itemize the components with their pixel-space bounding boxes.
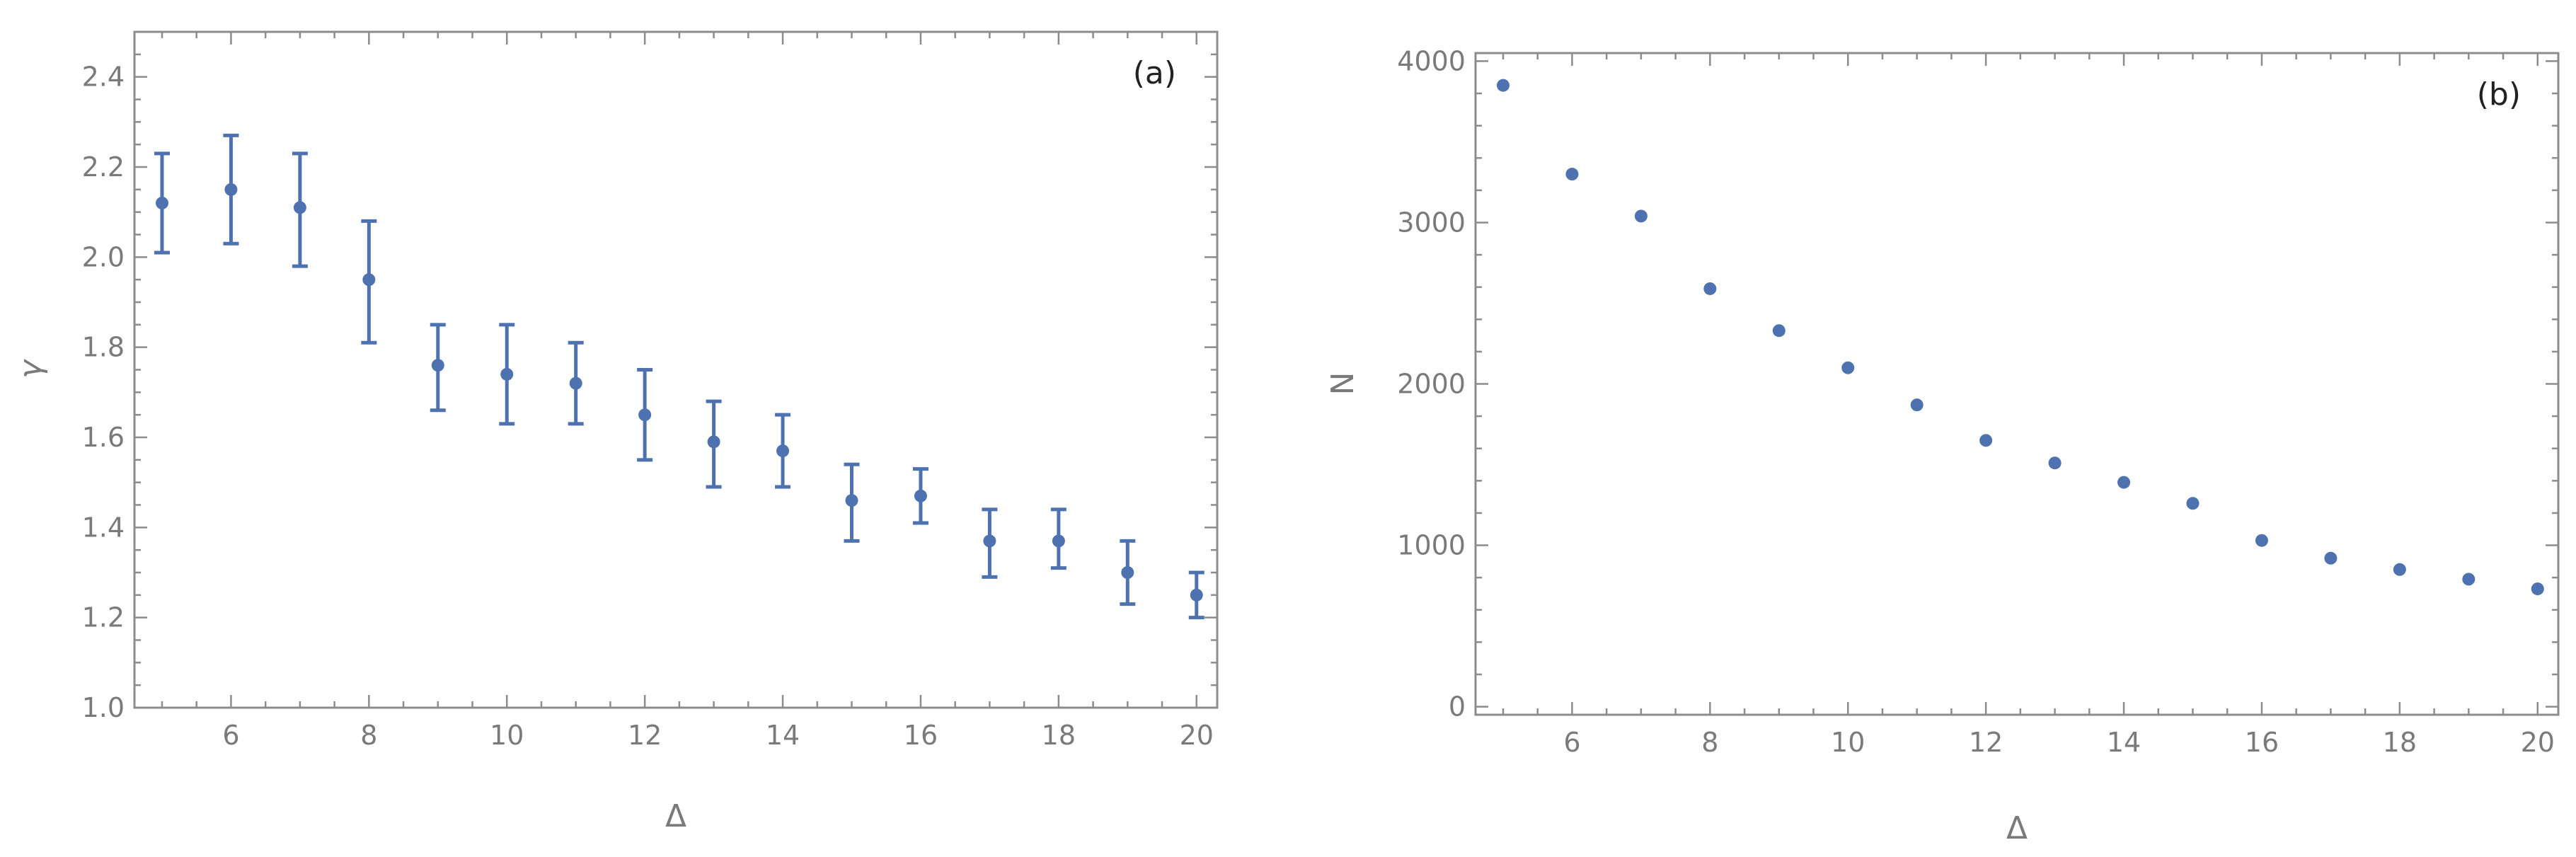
x-tick-label: 8: [360, 720, 377, 751]
x-tick-label: 10: [490, 720, 524, 751]
data-point: [2531, 582, 2544, 596]
x-tick-label: 8: [1701, 727, 1718, 758]
panel-b-y-axis-label: N: [1325, 372, 1361, 396]
data-point: [1190, 588, 1203, 602]
data-point: [1121, 566, 1134, 579]
x-tick-label: 16: [904, 720, 938, 751]
x-tick-label: 20: [2521, 727, 2555, 758]
panel-b-data-points: [1496, 79, 2544, 596]
data-point: [776, 444, 790, 458]
x-tick-label: 18: [2383, 727, 2417, 758]
panel-a-frame: [133, 30, 1219, 709]
data-point: [1496, 79, 1510, 92]
y-tick-label: 0: [1449, 691, 1466, 723]
data-point: [2186, 497, 2200, 510]
data-point: [1841, 361, 1855, 374]
x-tick-label: 20: [1180, 720, 1214, 751]
y-tick-label: 1.8: [82, 332, 125, 363]
y-tick-label: 2.2: [82, 151, 125, 183]
y-tick-label: 1.6: [82, 422, 125, 453]
panel-a-tag: (a): [1133, 55, 1176, 91]
data-point: [1634, 209, 1648, 223]
x-tick-label: 14: [2107, 727, 2141, 758]
data-point: [2393, 563, 2406, 576]
x-tick-label: 12: [1969, 727, 2003, 758]
y-tick-label: 2000: [1397, 369, 1466, 400]
panel-b-ticks: [1476, 53, 2558, 715]
data-point: [1703, 282, 1717, 295]
x-tick-label: 12: [628, 720, 662, 751]
data-point: [1052, 534, 1065, 548]
y-tick-label: 3000: [1397, 207, 1466, 238]
y-tick-label: 2.4: [82, 62, 125, 93]
y-tick-label: 2.0: [82, 241, 125, 272]
y-tick-label: 1.0: [82, 692, 125, 723]
x-tick-label: 6: [222, 720, 239, 751]
panel-b-tag: (b): [2477, 76, 2521, 113]
data-point: [2462, 573, 2476, 586]
panel-b-x-axis-label: Δ: [2006, 810, 2028, 846]
data-point: [431, 359, 444, 372]
panel-a-tick-labels: 6 8 10 12 14 16 18 20 1.0 1.2 1.4 1.6 1.8 2.0 2.2 2.4: [82, 62, 1214, 751]
data-point: [1565, 168, 1579, 181]
panel-a-y-axis-label: γ: [13, 359, 49, 379]
panel-b-frame: [1474, 52, 2560, 716]
data-point: [2048, 456, 2062, 470]
data-point: [1979, 434, 1993, 447]
data-point: [1910, 398, 1924, 412]
data-point: [845, 494, 858, 507]
data-point: [638, 408, 652, 422]
data-point: [983, 534, 996, 548]
x-tick-label: 10: [1831, 727, 1865, 758]
data-point: [2117, 476, 2131, 489]
x-tick-label: 16: [2245, 727, 2279, 758]
data-point: [362, 273, 376, 287]
panel-a-ticks: [134, 30, 1217, 709]
panel-b-n-vs-delta: 6 8 10 12 14 16 18 20 0 1000 2000 3000 4000 (b) Δ N: [1325, 45, 2560, 846]
y-tick-label: 1000: [1397, 530, 1466, 561]
data-point: [2324, 551, 2338, 565]
x-tick-label: 6: [1563, 727, 1580, 758]
y-tick-label: 1.2: [82, 602, 125, 633]
data-point: [2255, 534, 2268, 547]
data-point: [707, 435, 720, 449]
y-tick-label: 1.4: [82, 512, 125, 543]
data-point: [500, 367, 514, 381]
data-point: [224, 183, 238, 196]
data-point: [155, 196, 168, 209]
panel-a-x-axis-label: Δ: [665, 798, 686, 834]
data-point: [569, 376, 582, 390]
data-point: [914, 489, 927, 502]
panel-a-data-points: [154, 133, 1204, 620]
x-tick-label: 18: [1042, 720, 1076, 751]
panel-a-gamma-vs-delta: 6 8 10 12 14 16 18 20 1.0 1.2 1.4 1.6 1.8 2.0 2.2 2.4 (…: [13, 30, 1219, 834]
panel-b-tick-labels: 6 8 10 12 14 16 18 20 0 1000 2000 3000 4000: [1397, 45, 2555, 758]
data-point: [1772, 324, 1786, 338]
x-tick-label: 14: [766, 720, 800, 751]
y-tick-label: 4000: [1397, 45, 1466, 76]
data-point: [293, 201, 306, 214]
